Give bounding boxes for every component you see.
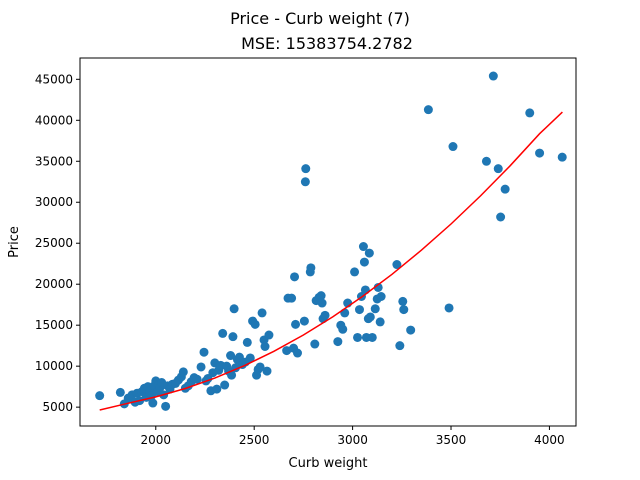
data-point [557, 152, 567, 162]
fit-curve [99, 111, 563, 411]
data-point [333, 337, 343, 347]
data-point [115, 387, 125, 397]
data-point [227, 370, 237, 380]
data-point [359, 257, 369, 267]
data-point [317, 298, 327, 308]
data-point [370, 304, 380, 314]
y-tick-label: 20000 [35, 277, 73, 291]
data-point [95, 391, 105, 401]
x-axis: 2000 2500 3000 3500 4000 [141, 426, 565, 447]
chart-title: Price - Curb weight (7) [230, 9, 410, 28]
data-point [535, 148, 545, 158]
y-tick-label: 35000 [35, 154, 73, 168]
plot-frame [79, 57, 577, 427]
data-point [354, 305, 364, 315]
data-point [250, 319, 260, 329]
data-point [364, 248, 374, 258]
data-point [196, 362, 206, 372]
x-tick-label: 3000 [337, 433, 368, 447]
data-point [306, 263, 316, 273]
data-point [226, 351, 236, 361]
y-tick-label: 5000 [42, 400, 73, 414]
data-point [287, 293, 297, 303]
x-axis-label: Curb weight [289, 456, 368, 471]
y-tick-label: 10000 [35, 359, 73, 373]
data-point [300, 177, 310, 187]
data-point [290, 272, 300, 282]
data-point [220, 380, 230, 390]
x-tick-label: 3500 [436, 433, 467, 447]
data-point [365, 312, 375, 322]
data-point [199, 347, 209, 357]
data-point [496, 212, 506, 222]
data-point [444, 303, 454, 313]
data-point [353, 332, 363, 342]
data-point [399, 305, 409, 315]
y-tick-label: 40000 [35, 113, 73, 127]
data-point [360, 285, 370, 295]
data-point [406, 325, 416, 335]
y-tick-label: 45000 [35, 72, 73, 86]
data-point [398, 296, 408, 306]
data-point [212, 384, 222, 394]
x-tick-label: 4000 [534, 433, 565, 447]
data-point [257, 308, 267, 318]
data-point [245, 353, 255, 363]
data-point [291, 319, 301, 329]
data-point [310, 339, 320, 349]
data-point [218, 328, 228, 338]
data-point [292, 348, 302, 358]
x-tick-label: 2500 [239, 433, 270, 447]
data-point [376, 292, 386, 302]
y-tick-label: 15000 [35, 318, 73, 332]
data-point [148, 398, 158, 408]
data-point [282, 346, 292, 356]
data-point [358, 242, 368, 252]
data-point [264, 330, 274, 340]
data-point [367, 332, 377, 342]
data-point [192, 374, 202, 384]
data-point [338, 324, 348, 334]
data-point [234, 352, 244, 362]
data-point [299, 316, 309, 326]
data-point [375, 317, 385, 327]
data-point [242, 337, 252, 347]
data-point [229, 304, 239, 314]
data-point [525, 108, 535, 118]
plot-area [79, 57, 577, 427]
data-point [301, 164, 311, 174]
chart-subtitle: MSE: 15383754.2782 [241, 34, 413, 53]
data-point [161, 401, 171, 411]
data-point [488, 71, 498, 81]
data-point [392, 260, 402, 270]
y-axis-label: Price [7, 226, 22, 258]
data-point [373, 282, 383, 292]
data-point [493, 164, 503, 174]
data-point [316, 291, 326, 301]
data-point [255, 362, 265, 372]
data-point [500, 184, 510, 194]
y-tick-label: 25000 [35, 236, 73, 250]
y-tick-label: 30000 [35, 195, 73, 209]
data-point [320, 310, 330, 320]
data-point [228, 332, 238, 342]
data-point [395, 341, 405, 351]
data-point [178, 367, 188, 377]
data-point [260, 341, 270, 351]
data-point [340, 308, 350, 318]
data-point [448, 142, 458, 152]
y-axis: 5000 10000 15000 20000 25000 30000 35000 40000 4… [35, 72, 80, 414]
data-point [481, 156, 491, 166]
data-point [350, 267, 360, 277]
data-point [423, 105, 433, 115]
x-tick-label: 2000 [141, 433, 172, 447]
data-point [262, 366, 272, 376]
